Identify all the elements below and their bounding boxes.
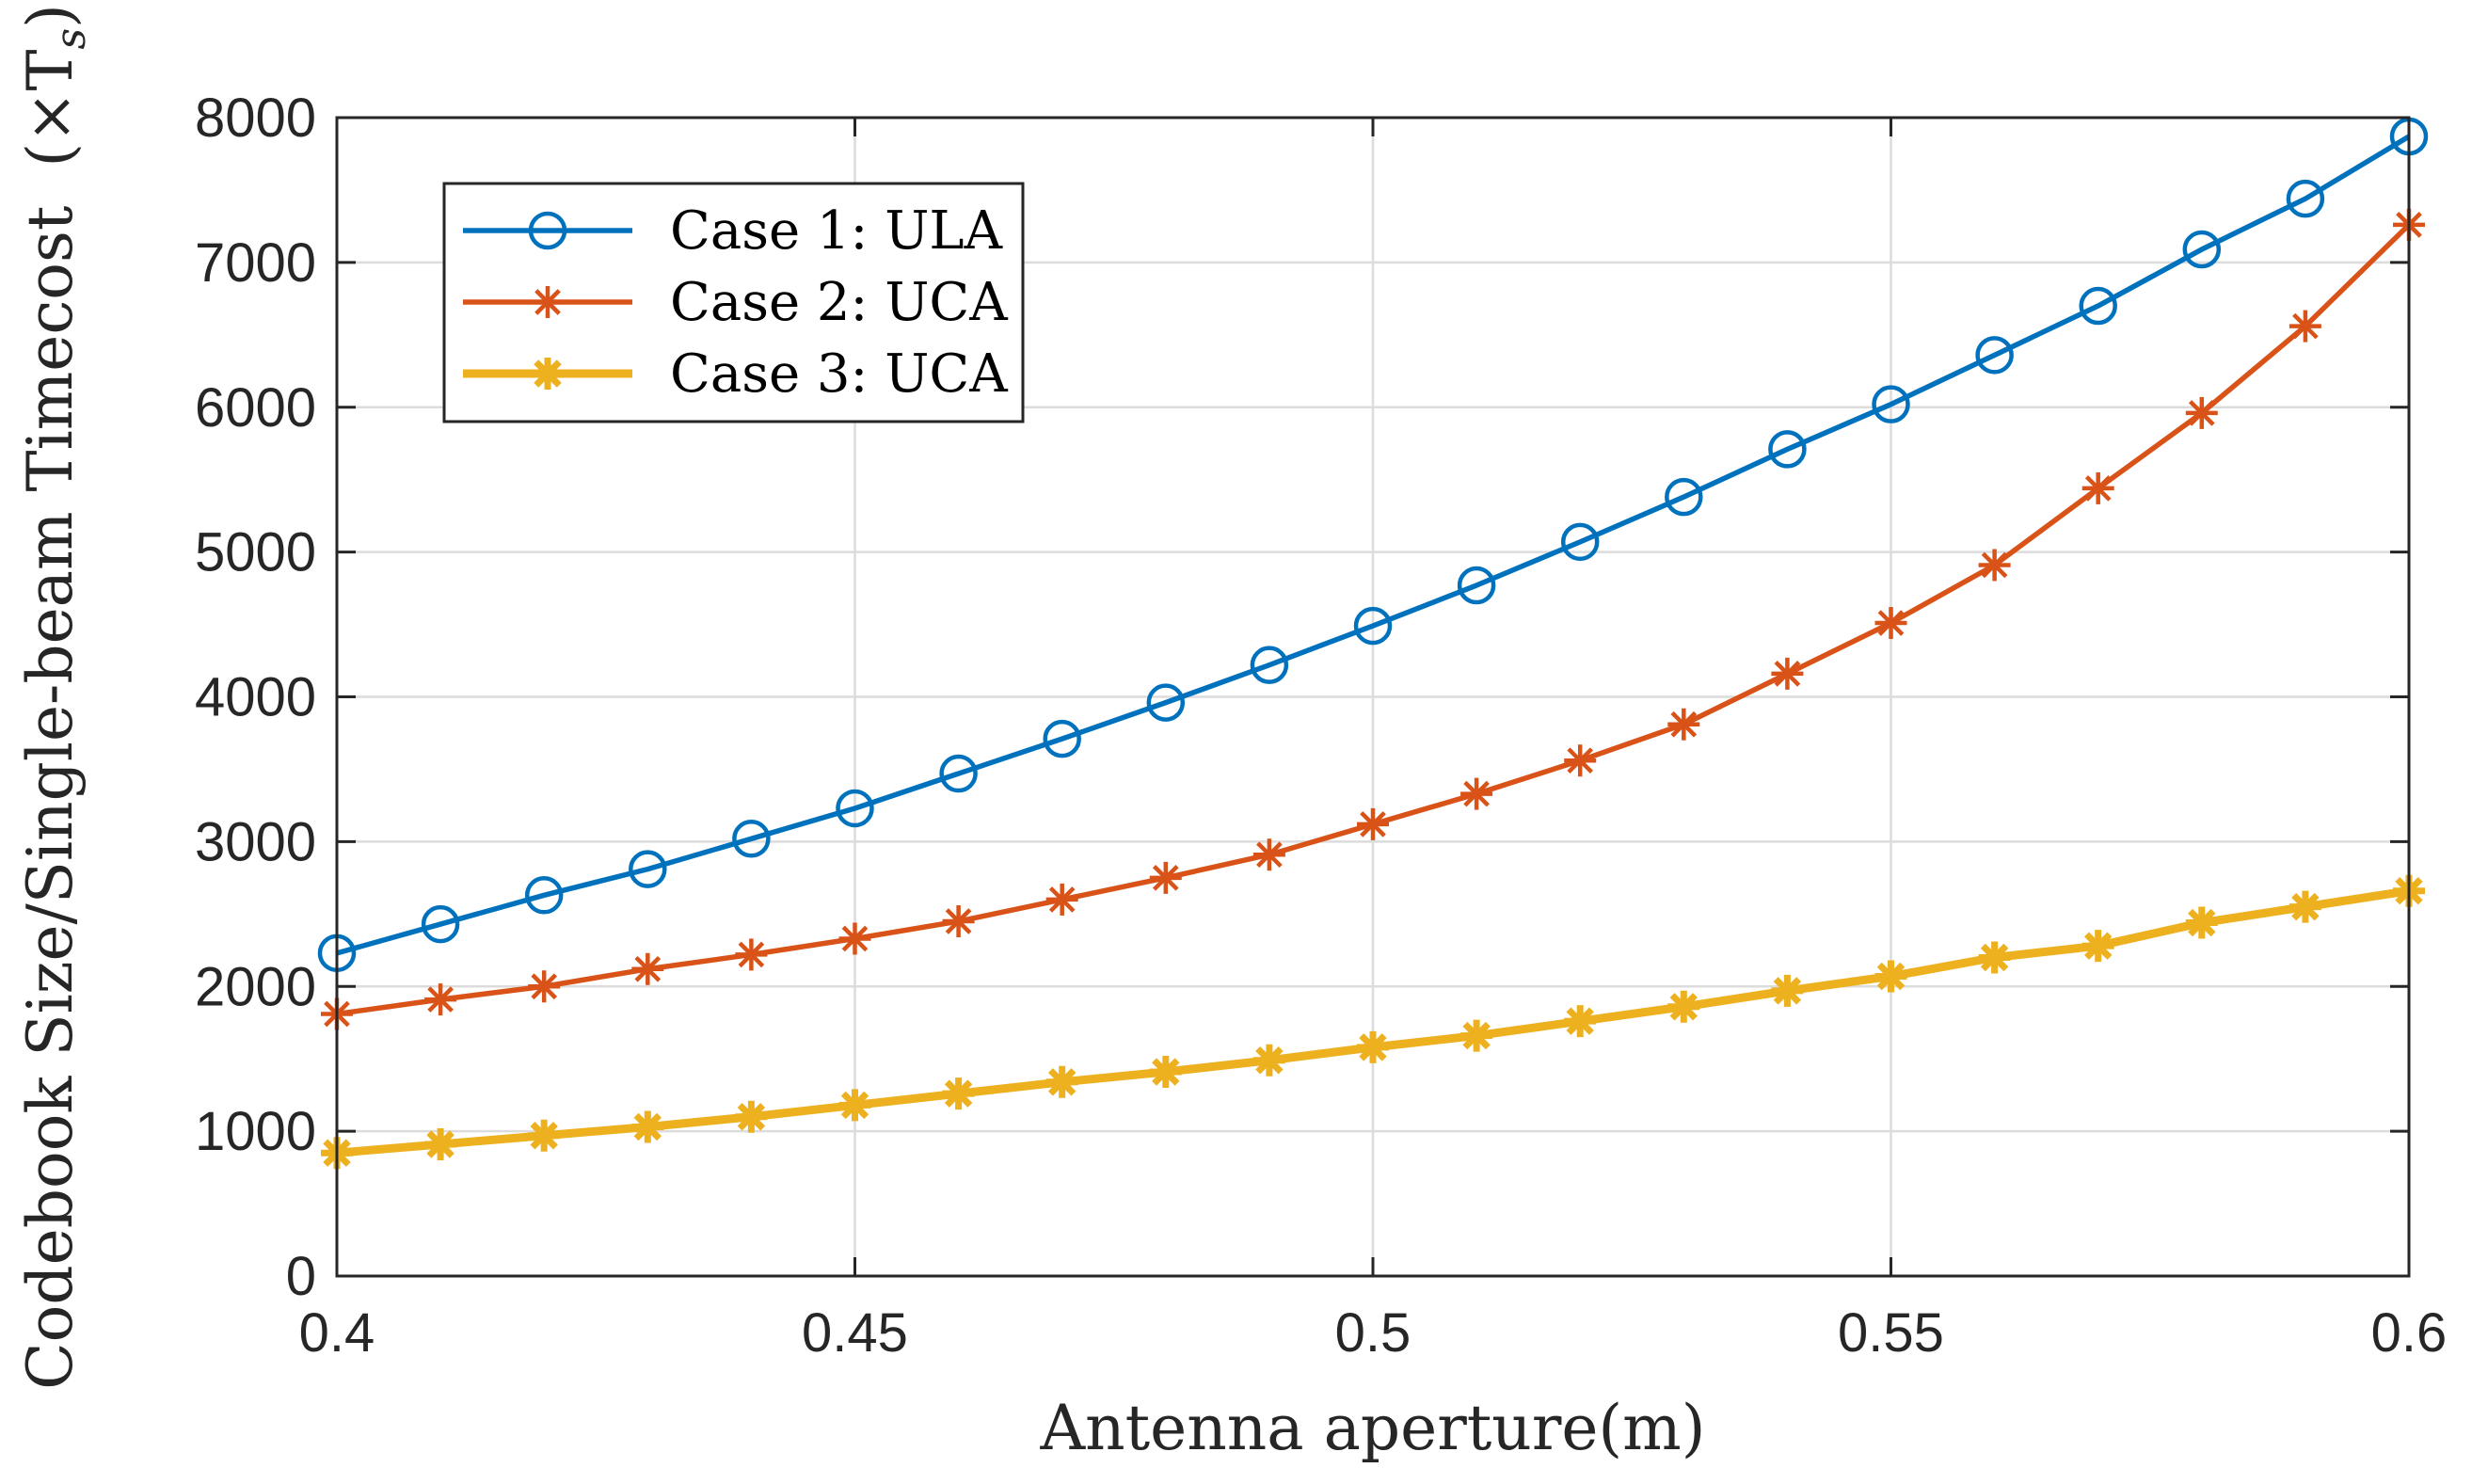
x-axis-title: Antenna aperture(m) xyxy=(1039,1392,1705,1464)
series-3 xyxy=(321,874,2425,1170)
y-tick-label: 2000 xyxy=(195,956,316,1017)
data-point xyxy=(838,1089,871,1122)
data-point xyxy=(1975,336,2014,375)
data-point xyxy=(631,952,664,985)
y-tick-label: 3000 xyxy=(195,811,316,872)
data-point xyxy=(1768,430,1807,469)
x-tick-label: 0.55 xyxy=(1838,1302,1944,1364)
data-point xyxy=(1146,683,1186,722)
data-point xyxy=(2182,230,2222,269)
ticks: 0.4 0.45 0.5 0.55 0.6 0 1000 2000 3000 4000 5000 60… xyxy=(195,88,2447,1364)
data-point xyxy=(1460,777,1493,810)
data-point xyxy=(1045,1065,1078,1098)
data-point xyxy=(1771,657,1804,690)
data-point xyxy=(735,938,768,971)
data-point xyxy=(1872,385,1910,423)
y-axis-unit-open: (×T xyxy=(14,50,87,168)
y-tick-label: 4000 xyxy=(195,667,316,728)
data-point xyxy=(528,211,567,250)
y-tick-label: 6000 xyxy=(195,377,316,439)
data-point xyxy=(1252,1044,1285,1077)
y-axis-unit-close: ) xyxy=(14,4,87,28)
data-point xyxy=(1978,941,2011,974)
data-point xyxy=(528,1119,561,1152)
data-point xyxy=(1457,566,1496,605)
data-point xyxy=(2289,890,2321,923)
data-point xyxy=(838,922,871,955)
data-point xyxy=(2286,179,2325,218)
legend-label: Case 2: UCA xyxy=(670,272,1008,333)
data-point xyxy=(1460,1019,1493,1052)
data-point xyxy=(1771,974,1804,1007)
y-tick-label: 5000 xyxy=(195,522,316,583)
data-point xyxy=(2079,286,2117,326)
legend-entry: Case 3: UCA xyxy=(463,343,1008,405)
data-point xyxy=(942,905,975,938)
x-tick-label: 0.4 xyxy=(299,1302,375,1364)
data-point xyxy=(1149,861,1182,894)
x-tick-label: 0.6 xyxy=(2371,1302,2448,1364)
y-tick-label: 1000 xyxy=(195,1101,316,1162)
y-axis-unit-sub: s xyxy=(47,28,95,50)
data-point xyxy=(2081,471,2114,504)
data-point xyxy=(1978,549,2011,582)
data-point xyxy=(528,970,561,1003)
series-1 xyxy=(317,117,2429,973)
data-point xyxy=(1149,1056,1182,1089)
legend-entry: Case 1: ULA xyxy=(463,200,1003,262)
data-point xyxy=(629,850,667,888)
y-axis-title: Codebook Size/Single-beam Timecost (×Ts) xyxy=(14,4,95,1390)
data-point xyxy=(1874,960,1907,993)
x-tick-label: 0.45 xyxy=(802,1302,908,1364)
data-point xyxy=(1564,1005,1597,1038)
series-2 xyxy=(321,208,2425,1030)
data-point xyxy=(1045,883,1078,916)
data-point xyxy=(1564,744,1597,777)
data-point xyxy=(424,983,457,1016)
data-point xyxy=(1874,607,1907,640)
legend-entry: Case 2: UCA xyxy=(463,272,1008,333)
data-point xyxy=(1665,477,1703,517)
legend-label: Case 1: ULA xyxy=(670,200,1003,262)
series-line xyxy=(336,134,2411,956)
data-point xyxy=(942,1077,975,1110)
data-point xyxy=(1043,719,1081,758)
data-point xyxy=(1667,990,1700,1023)
data-point xyxy=(2289,310,2321,343)
data-point xyxy=(1353,606,1393,646)
legend: Case 1: ULA Case 2: UCA Case 3: UCA xyxy=(442,182,1025,423)
y-tick-label: 7000 xyxy=(195,232,316,294)
data-point xyxy=(1252,838,1285,871)
data-point xyxy=(2185,396,2218,429)
data-point xyxy=(1357,1030,1389,1063)
data-point xyxy=(524,876,564,915)
x-tick-label: 0.5 xyxy=(1335,1302,1411,1364)
y-tick-label: 0 xyxy=(286,1246,316,1307)
data-point xyxy=(1250,646,1289,684)
data-point xyxy=(836,789,874,828)
data-point xyxy=(2185,906,2218,939)
data-point xyxy=(424,1127,457,1160)
data-point xyxy=(532,358,564,390)
data-point xyxy=(421,904,460,944)
data-point xyxy=(2081,930,2114,963)
y-axis-title-main: Codebook Size/Single-beam Timecost xyxy=(14,206,87,1390)
data-point xyxy=(939,754,978,793)
data-point xyxy=(532,286,564,318)
data-point xyxy=(1560,522,1600,562)
data-point xyxy=(631,1110,664,1143)
data-point xyxy=(735,1100,768,1133)
legend-label: Case 3: UCA xyxy=(670,343,1008,405)
series-group xyxy=(317,117,2429,1170)
data-point xyxy=(1667,708,1700,741)
y-tick-label: 8000 xyxy=(195,88,316,149)
data-point xyxy=(1357,807,1389,840)
data-point xyxy=(732,820,771,858)
